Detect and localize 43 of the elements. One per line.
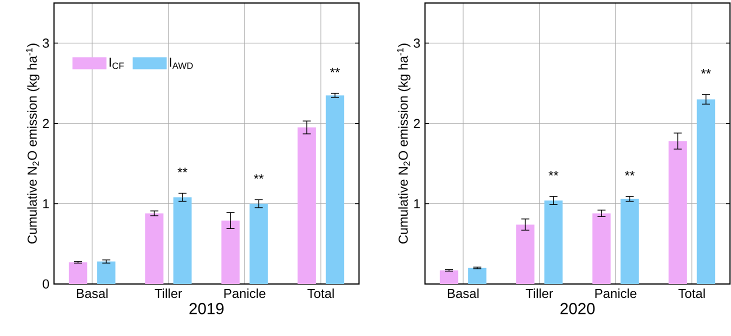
y-tick-label: 1 [43, 199, 49, 208]
y-tick-label: 3 [42, 38, 49, 48]
bar [326, 95, 344, 284]
bar [298, 127, 316, 284]
x-axis-title: 2020 [560, 302, 595, 314]
bar [440, 270, 458, 284]
x-tick-label: Panicle [224, 288, 266, 298]
bar [173, 197, 192, 284]
annotation: ** [548, 171, 558, 176]
y-tick-label: 2 [414, 118, 420, 128]
bar [221, 220, 240, 284]
x-tick-label: Total [678, 288, 705, 298]
bar [97, 262, 116, 284]
x-tick-label: Basal [76, 288, 108, 298]
annotation: ** [330, 68, 340, 72]
x-tick-label: Tiller [526, 288, 553, 298]
bar [516, 224, 534, 284]
bar [592, 213, 611, 284]
x-axis-title: 2019 [190, 302, 224, 314]
bar [620, 198, 639, 284]
x-tick-label: Basal [448, 288, 479, 298]
y-tick-label: 1 [414, 199, 420, 208]
annotation: ** [178, 168, 188, 172]
bar [696, 99, 716, 284]
y-tick-label: 0 [42, 279, 49, 289]
annotation: ** [624, 171, 635, 176]
bar [250, 204, 268, 284]
bar [68, 262, 88, 284]
bar [468, 268, 486, 284]
y-axis-title: Cumulative N$_{2}$O emission (kg ha$^{-1}$) [26, 44, 40, 244]
x-tick-label: Total [307, 288, 334, 298]
y-axis-title: Cumulative N$_{2}$O emission (kg ha$^{-1}$) [397, 44, 410, 244]
bar [544, 200, 563, 284]
legend-label: I$_{CF}$ [110, 58, 124, 70]
y-tick-label: 3 [414, 38, 420, 48]
y-tick-label: 2 [42, 118, 49, 128]
legend-label: I$_{AWD}$ [170, 58, 193, 69]
bar [668, 141, 687, 284]
x-tick-label: Tiller [154, 288, 182, 298]
bar [145, 213, 164, 284]
annotation: ** [701, 69, 711, 74]
annotation: ** [254, 174, 264, 179]
x-tick-label: Panicle [595, 288, 636, 298]
